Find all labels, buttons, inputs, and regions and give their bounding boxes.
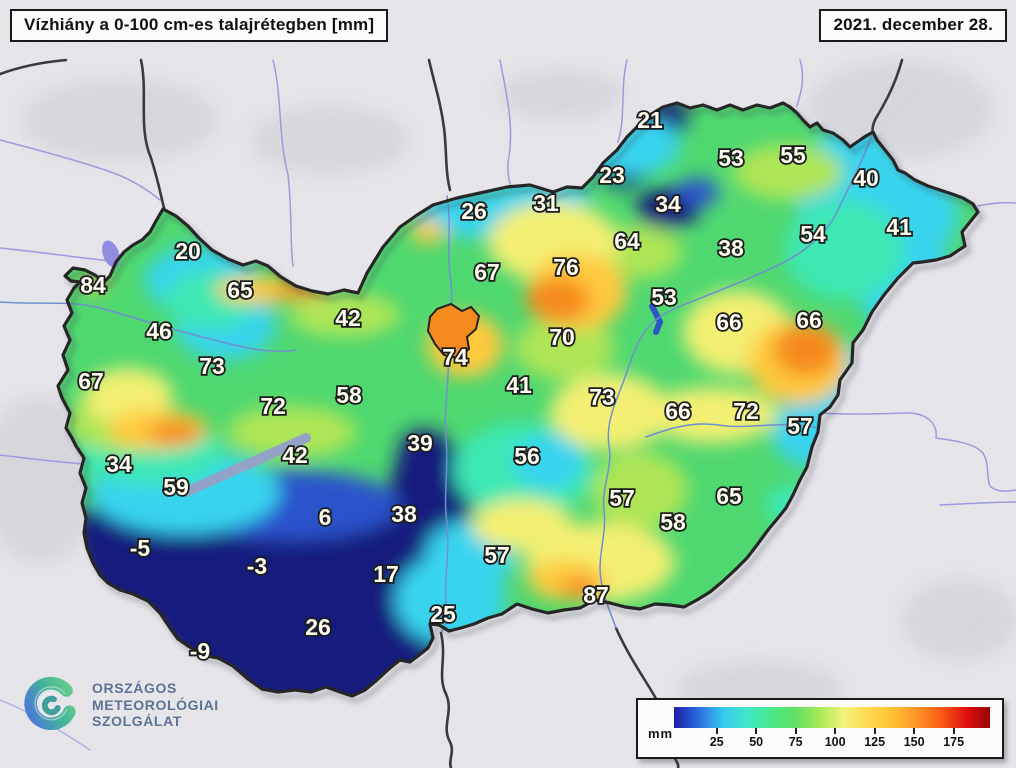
station-value-label: 65 xyxy=(716,483,742,509)
legend-tick-mark xyxy=(952,728,955,734)
station-value-label: 64 xyxy=(614,228,640,254)
legend-tick-label: 150 xyxy=(903,735,925,749)
station-value-label: 26 xyxy=(461,198,487,224)
omsz-logo-line3: SZOLGÁLAT xyxy=(92,713,182,730)
station-value-label: 41 xyxy=(886,214,912,240)
legend-tick-mark xyxy=(873,728,876,734)
station-value-label: 53 xyxy=(718,145,744,171)
legend-tick-label: 25 xyxy=(709,735,724,749)
station-value-label: 73 xyxy=(589,384,615,410)
lake-balaton xyxy=(181,433,311,497)
station-value-label: -5 xyxy=(130,535,151,561)
station-value-label: -9 xyxy=(190,638,210,664)
station-value-label: 31 xyxy=(533,190,559,216)
legend-tick-row: 25 50 75 100 125 150 175 xyxy=(674,728,990,754)
station-value-label: 25 xyxy=(430,601,456,627)
station-value-label: 46 xyxy=(146,318,172,344)
station-value-label: 20 xyxy=(175,238,201,264)
budapest-outline xyxy=(426,302,481,360)
legend-tick-mark xyxy=(834,728,837,734)
station-value-label: 70 xyxy=(549,324,575,350)
legend-tick-label: 50 xyxy=(749,735,764,749)
station-value-label: 55 xyxy=(780,142,806,168)
station-value-label: 59 xyxy=(163,474,189,500)
station-value-label: 6 xyxy=(319,504,332,530)
omsz-spiral-icon xyxy=(24,676,76,731)
station-value-label: 38 xyxy=(718,235,744,261)
station-value-label: 87 xyxy=(583,582,609,608)
station-value-label: 57 xyxy=(609,485,635,511)
station-value-label: 72 xyxy=(733,398,759,424)
station-value-label: 53 xyxy=(651,284,677,310)
station-value-label: 26 xyxy=(305,614,331,640)
legend-unit-label: mm xyxy=(648,726,674,741)
domestic-rivers xyxy=(0,134,873,632)
map-title-box: Vízhiány a 0-100 cm-es talajrétegben [mm… xyxy=(10,9,389,42)
river-danube xyxy=(441,195,453,632)
map-date-box: 2021. december 28. xyxy=(819,9,1007,42)
legend-tick-label: 125 xyxy=(864,735,886,749)
legend-tick-mark xyxy=(794,728,797,734)
station-value-label: 58 xyxy=(336,382,362,408)
station-value-label: 74 xyxy=(442,344,468,370)
hungary-border xyxy=(56,101,980,698)
omsz-logo-line2: METEOROLÓGIAI xyxy=(92,696,219,713)
legend-tick-label: 175 xyxy=(943,735,965,749)
omsz-logo-line1: ORSZÁGOS xyxy=(92,680,177,697)
station-value-label: 17 xyxy=(373,561,399,587)
omsz-logo: ORSZÁGOS METEOROLÓGIAI SZOLGÁLAT xyxy=(24,676,219,734)
map-title-text: Vízhiány a 0-100 cm-es talajrétegben [mm… xyxy=(24,15,375,34)
legend-tick-mark xyxy=(755,728,758,734)
station-value-label: 23 xyxy=(599,162,625,188)
legend-tick-mark xyxy=(715,728,718,734)
station-value-label: 34 xyxy=(106,451,132,477)
legend-gradient-bar xyxy=(674,707,990,728)
station-value-label: 38 xyxy=(391,501,417,527)
station-value-label: 65 xyxy=(227,277,253,303)
omsz-logo-text: ORSZÁGOS METEOROLÓGIAI SZOLGÁLAT xyxy=(92,680,219,730)
station-value-label: 72 xyxy=(260,393,286,419)
station-value-label: 57 xyxy=(787,413,813,439)
river-tisza xyxy=(599,134,873,629)
station-value-label: 34 xyxy=(655,191,681,217)
river-koros xyxy=(645,423,819,438)
station-value-label: 66 xyxy=(716,309,742,335)
station-value-label: 39 xyxy=(407,430,433,456)
legend-tick-label: 75 xyxy=(788,735,803,749)
station-value-label: 84 xyxy=(80,272,106,298)
color-scale-legend: mm 25 50 75 100 125 150 175 xyxy=(636,698,1004,759)
station-value-label: 66 xyxy=(796,307,822,333)
station-value-label: 21 xyxy=(637,107,663,133)
station-value-label: 54 xyxy=(800,221,826,247)
station-value-label: 58 xyxy=(660,509,686,535)
station-value-label: 56 xyxy=(514,443,540,469)
station-value-label: 76 xyxy=(553,254,579,280)
station-value-label: 66 xyxy=(665,398,691,424)
station-value-label: 67 xyxy=(78,368,104,394)
station-value-label: 67 xyxy=(474,259,500,285)
station-value-label: 40 xyxy=(853,165,879,191)
station-value-label: 57 xyxy=(484,542,510,568)
station-value-label: 73 xyxy=(199,353,225,379)
legend-tick-label: 100 xyxy=(824,735,846,749)
map-date-text: 2021. december 28. xyxy=(833,15,993,34)
station-value-label: 41 xyxy=(506,372,532,398)
station-value-label: -3 xyxy=(247,553,267,579)
station-value-label: 42 xyxy=(335,305,361,331)
foreign-rivers xyxy=(0,59,1016,751)
lake-tisza xyxy=(649,303,664,335)
river-raba xyxy=(0,301,296,353)
legend-tick-mark xyxy=(913,728,916,734)
station-value-label: 42 xyxy=(282,442,308,468)
